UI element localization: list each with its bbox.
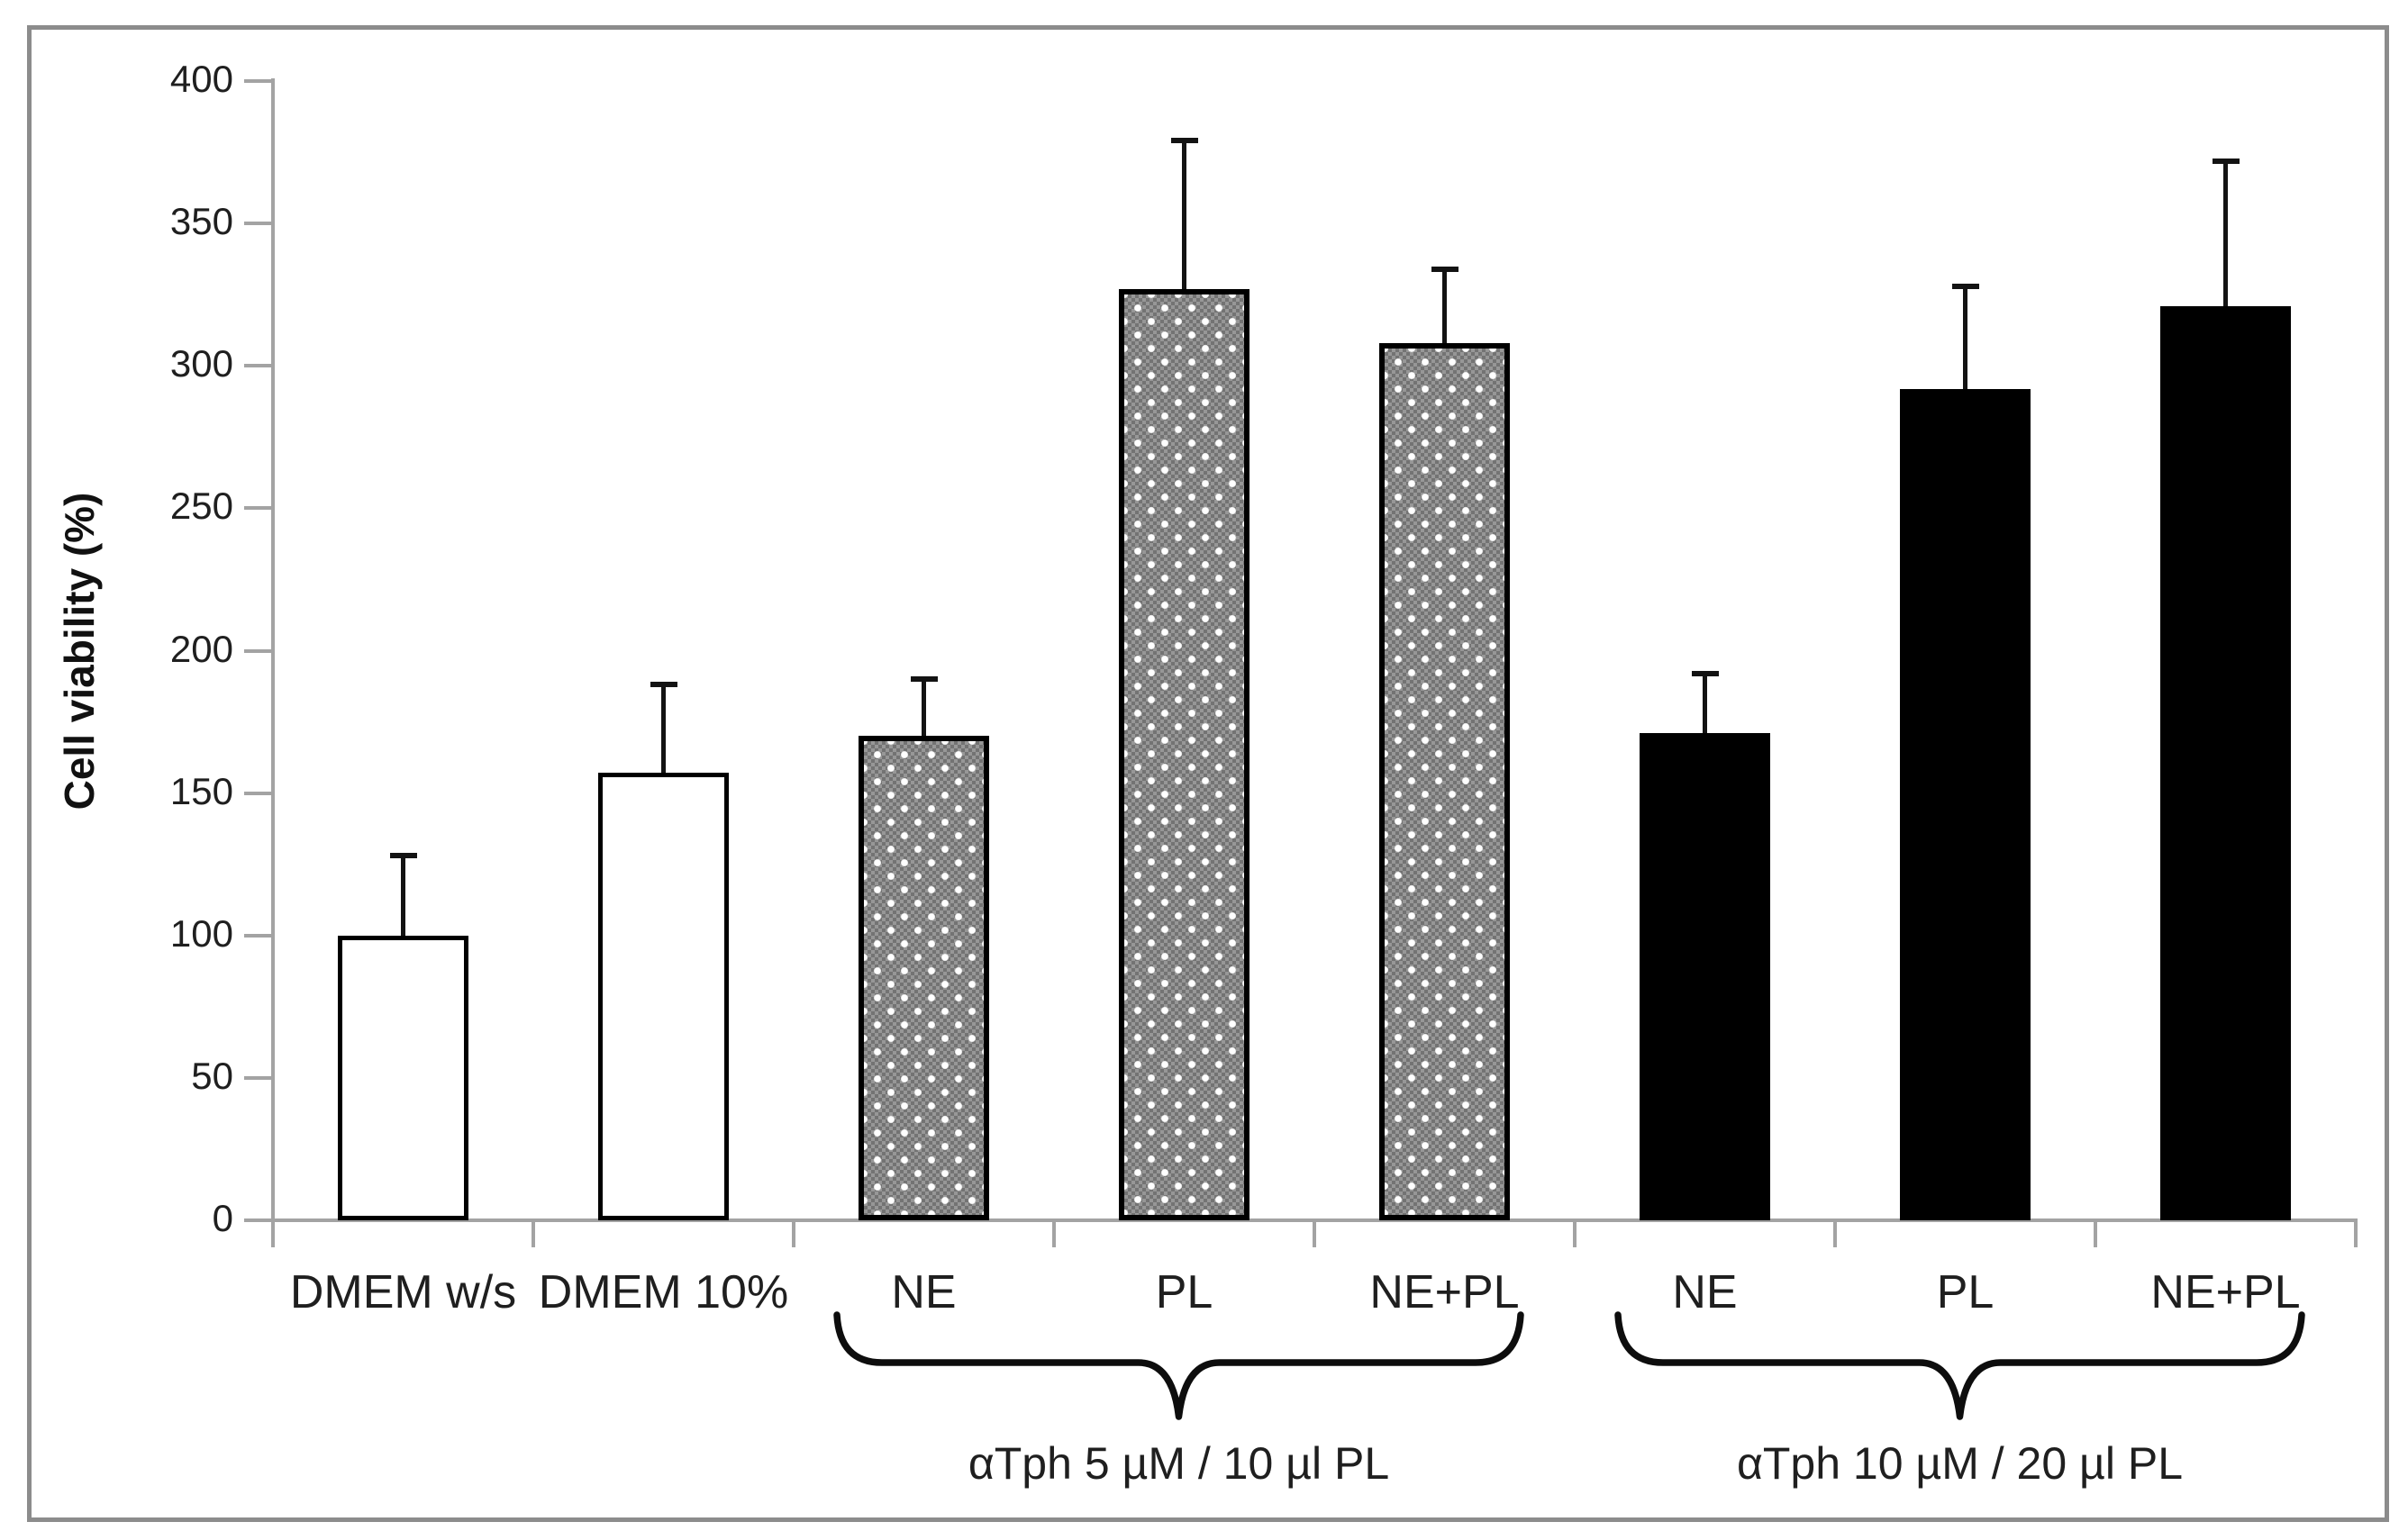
y-tick-label: 0 (212, 1197, 233, 1239)
bar-7-pl (1900, 388, 2031, 1220)
error-bar-line-pl (1963, 285, 1967, 389)
category-label-ne: NE (1672, 1266, 1738, 1318)
bar-3-ne (859, 736, 989, 1220)
x-tick-mark (1313, 1220, 1316, 1247)
bar-8-ne-pl (2160, 305, 2291, 1220)
y-tick-label: 350 (169, 200, 233, 243)
category-label-pl: PL (1155, 1266, 1213, 1318)
error-bar-cap-ne (910, 676, 938, 683)
group-label-2: αTph 10 µM / 20 µl PL (1736, 1438, 2184, 1489)
group-braces (833, 1311, 2305, 1420)
group-label-1: αTph 5 µM / 10 µl PL (968, 1438, 1390, 1489)
error-bar-line-ne (922, 679, 926, 737)
y-tick-mark (244, 364, 273, 368)
bar-2-dmem-10- (598, 773, 729, 1220)
error-bar-cap-dmem-w-s (389, 853, 417, 859)
x-tick-mark (2094, 1220, 2097, 1247)
error-bar-line-ne (1703, 673, 1707, 734)
y-tick-label: 300 (169, 342, 233, 385)
bar-6-ne (1640, 733, 1770, 1220)
y-tick-label: 150 (169, 769, 233, 812)
x-tick-mark (271, 1220, 275, 1247)
x-tick-mark (2354, 1220, 2358, 1247)
error-bar-cap-ne-pl (2212, 158, 2240, 164)
error-bar-line-pl (1182, 140, 1186, 289)
error-bar-line-dmem-w-s (401, 856, 405, 936)
error-bar-line-dmem-10- (661, 684, 666, 774)
category-label-pl: PL (1936, 1266, 1995, 1318)
bar-1-dmem-w-s (338, 935, 468, 1220)
x-tick-mark (1833, 1220, 1837, 1247)
y-tick-mark (244, 1075, 273, 1080)
error-bar-cap-ne-pl (1431, 266, 1458, 272)
y-tick-mark (244, 222, 273, 226)
error-bar-line-ne-pl (1442, 268, 1447, 343)
group-brace-1 (833, 1311, 1524, 1420)
category-label-ne: NE (891, 1266, 957, 1318)
y-tick-mark (244, 933, 273, 938)
y-tick-mark (244, 791, 273, 795)
x-tick-mark (1573, 1220, 1577, 1247)
y-tick-label: 50 (191, 1054, 233, 1097)
y-tick-label: 200 (169, 627, 233, 670)
error-bar-cap-ne (1691, 670, 1719, 676)
category-label-dmem-10-: DMEM 10% (538, 1266, 789, 1318)
group-brace-2 (1614, 1311, 2305, 1420)
y-tick-mark (244, 648, 273, 653)
error-bar-cap-pl (1170, 138, 1198, 144)
error-bar-cap-pl (1951, 283, 1979, 289)
y-tick-mark (244, 1218, 273, 1222)
y-tick-mark (244, 506, 273, 511)
error-bar-cap-dmem-10- (650, 682, 677, 688)
y-tick-mark (244, 79, 273, 83)
y-tick-label: 400 (169, 58, 233, 100)
y-tick-label: 250 (169, 485, 233, 528)
x-tick-mark (532, 1220, 535, 1247)
y-tick-label: 100 (169, 911, 233, 955)
category-label-ne-pl: NE+PL (1369, 1266, 1520, 1318)
bar-5-ne-pl (1379, 342, 1510, 1220)
bar-4-pl (1119, 288, 1249, 1220)
category-label-ne-pl: NE+PL (2150, 1266, 2301, 1318)
category-label-dmem-w-s: DMEM w/s (289, 1266, 517, 1318)
error-bar-line-ne-pl (2223, 160, 2228, 306)
x-tick-mark (1052, 1220, 1056, 1247)
x-tick-mark (792, 1220, 795, 1247)
y-axis-line (271, 78, 275, 1247)
